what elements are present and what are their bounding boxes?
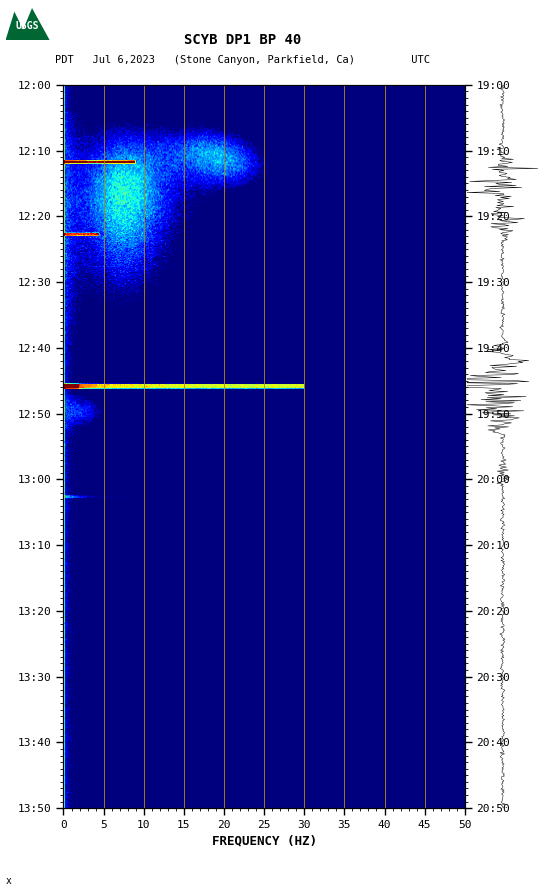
Polygon shape: [6, 8, 50, 40]
Text: USGS: USGS: [16, 21, 39, 31]
Text: SCYB DP1 BP 40: SCYB DP1 BP 40: [184, 33, 301, 47]
X-axis label: FREQUENCY (HZ): FREQUENCY (HZ): [211, 834, 317, 847]
Text: PDT   Jul 6,2023   (Stone Canyon, Parkfield, Ca)         UTC: PDT Jul 6,2023 (Stone Canyon, Parkfield,…: [55, 54, 431, 65]
Text: x: x: [6, 876, 12, 886]
